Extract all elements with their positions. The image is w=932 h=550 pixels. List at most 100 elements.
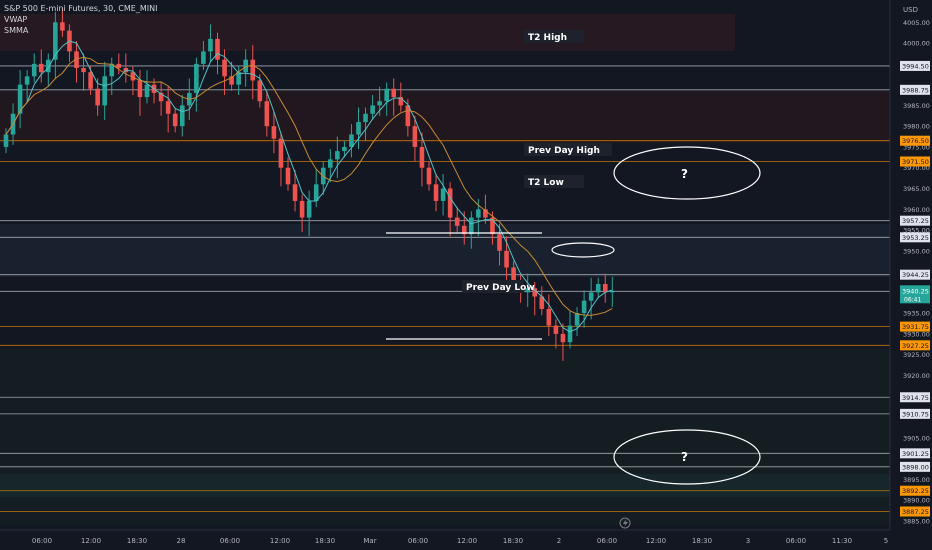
level-price-tag — [900, 321, 930, 332]
indicator-smma-label[interactable]: SMMA — [4, 26, 29, 35]
candle-body — [3, 134, 9, 147]
candle-body — [137, 80, 143, 98]
candle-body — [398, 97, 404, 106]
candle-body — [46, 59, 51, 73]
candle-body — [610, 291, 615, 293]
drawn-ellipse-small[interactable] — [551, 242, 615, 258]
label-prev-day-high[interactable]: Prev Day High — [528, 146, 600, 156]
candle-body — [377, 101, 382, 106]
price-tick-label: 3980.00 — [903, 123, 930, 131]
time-tick-label: Mar — [363, 537, 376, 545]
candle-body — [194, 63, 199, 93]
candle-body — [370, 105, 375, 114]
indicator-vwap-label[interactable]: VWAP — [4, 15, 28, 24]
time-tick-label: 18:30 — [692, 537, 712, 545]
candle-body — [236, 72, 241, 85]
level-price-label: 3976.50 — [902, 137, 929, 145]
level-price-label: 3994.50 — [902, 62, 929, 70]
candle-body — [144, 84, 150, 98]
candle-body — [469, 217, 474, 235]
candle-body — [440, 188, 446, 201]
candle-body — [24, 76, 30, 85]
chart-legend: S&P 500 E-mini Futures, 30, CME_MINI VWA… — [4, 3, 157, 36]
time-tick-label: 11:30 — [832, 537, 852, 545]
candle-body — [426, 167, 432, 185]
question-mark-bottom: ? — [681, 450, 688, 464]
candle-body — [602, 284, 608, 293]
price-tick-label: 3985.00 — [903, 102, 930, 110]
level-price-tag — [900, 448, 930, 459]
label-prev-day-low[interactable]: Prev Day Low — [466, 283, 535, 293]
low-zone — [0, 474, 890, 497]
level-price-label: 3953.25 — [902, 234, 929, 242]
price-tick-label: 3970.00 — [903, 164, 930, 172]
label-prev-day-low-bg — [462, 280, 524, 293]
candle-body — [31, 63, 37, 77]
candle-body — [553, 325, 559, 334]
price-tick-label: 3885.00 — [903, 517, 930, 525]
candle-body — [158, 92, 164, 102]
level-price-label: 3927.25 — [902, 342, 929, 350]
drawn-ellipse-top[interactable] — [613, 146, 761, 200]
level-price-tag — [900, 135, 930, 146]
level-price-tag — [900, 461, 930, 472]
candle-body — [454, 217, 460, 226]
level-price-label: 3887.25 — [902, 508, 929, 516]
candle-body — [299, 200, 305, 218]
candle-body — [476, 209, 481, 218]
candle-body — [595, 284, 601, 293]
discount-zone — [0, 349, 890, 525]
level-price-tag — [900, 269, 930, 280]
price-tick-label: 3950.00 — [903, 247, 930, 255]
price-tick-label: 3960.00 — [903, 206, 930, 214]
time-tick-label: 18:30 — [503, 537, 523, 545]
level-price-tag — [900, 156, 930, 167]
candle-body — [292, 184, 298, 201]
time-tick-label: 06:00 — [32, 537, 52, 545]
price-tick-label: 3920.00 — [903, 372, 930, 380]
price-tick-label: 4005.00 — [903, 19, 930, 27]
label-t2-high-bg — [524, 30, 584, 43]
candle-body — [588, 292, 594, 301]
lightning-icon[interactable] — [619, 517, 631, 529]
time-tick-label: 18:30 — [315, 537, 335, 545]
candle-body — [405, 105, 411, 127]
candle-body — [201, 51, 206, 64]
candle-body — [532, 288, 538, 297]
drawn-ellipse-bottom[interactable] — [613, 429, 761, 485]
price-tick-label: 3930.00 — [903, 330, 930, 338]
price-tick-label: 3890.00 — [903, 497, 930, 505]
level-price-label: 3944.25 — [902, 271, 929, 279]
candle-body — [81, 68, 86, 73]
current-price-tag — [900, 285, 930, 304]
price-tick-label: 3895.00 — [903, 476, 930, 484]
time-tick-label: 5 — [884, 537, 888, 545]
time-tick-label: 06:00 — [597, 537, 617, 545]
level-price-label: 3898.00 — [902, 463, 929, 471]
candle-body — [419, 146, 425, 168]
smma-line — [5, 56, 613, 316]
symbol-title: S&P 500 E-mini Futures, 30, CME_MINI — [4, 4, 158, 13]
candle-body — [433, 184, 439, 201]
level-price-tag — [900, 232, 930, 243]
price-tick-label: 3935.00 — [903, 310, 930, 318]
candle-body — [250, 59, 256, 81]
candle-body — [278, 138, 284, 168]
time-tick-label: 3 — [746, 537, 750, 545]
label-t2-high[interactable]: T2 High — [528, 33, 567, 43]
level-price-tag — [900, 485, 930, 496]
time-tick-label: 12:00 — [646, 537, 666, 545]
candle-body — [349, 134, 354, 147]
level-price-label: 3988.75 — [902, 86, 929, 94]
candle-body — [363, 113, 368, 123]
price-tick-label: 3925.00 — [903, 351, 930, 359]
level-price-label: 3931.75 — [902, 323, 929, 331]
label-t2-low[interactable]: T2 Low — [528, 178, 564, 188]
level-price-tag — [900, 340, 930, 351]
candle-body — [264, 101, 270, 127]
label-t2-low-bg — [524, 175, 584, 188]
premium-zone — [0, 91, 890, 143]
level-price-label: 3892.25 — [902, 487, 929, 495]
